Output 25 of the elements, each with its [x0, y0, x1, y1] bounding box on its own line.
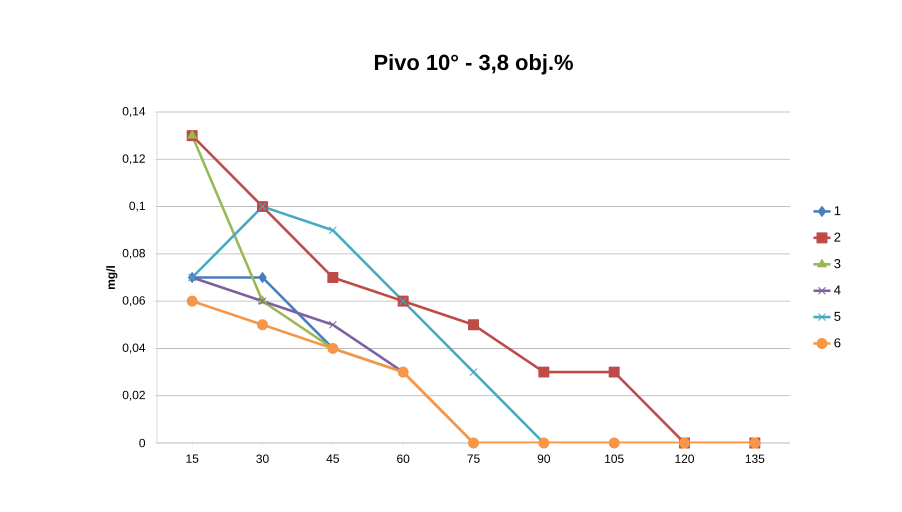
- x-tick-label: 135: [746, 454, 764, 463]
- chart-title: Pivo 10° - 3,8 obj.%: [374, 54, 573, 74]
- x-tick-label: 30: [256, 454, 269, 463]
- y-tick-label: 0,1: [129, 202, 145, 212]
- y-tick-label: 0,04: [122, 343, 146, 354]
- y-tick-label: 0,06: [122, 296, 145, 306]
- y-tick-label: 0,08: [122, 248, 145, 259]
- y-tick-label: 0,12: [122, 154, 145, 164]
- legend-label: 3: [834, 259, 840, 268]
- x-tick-label: 15: [186, 454, 198, 463]
- legend-label: 1: [834, 206, 840, 216]
- x-tick-label: 45: [326, 454, 339, 463]
- legend-label: 5: [834, 312, 840, 321]
- x-tick-label: 105: [605, 454, 624, 463]
- legend-label: 6: [834, 338, 840, 348]
- x-tick-label: 60: [397, 454, 410, 463]
- y-tick-label: 0,02: [122, 390, 145, 401]
- x-tick-label: 75: [467, 454, 480, 463]
- y-axis-title: mg/l: [106, 266, 118, 290]
- y-tick-label: 0,14: [122, 107, 146, 117]
- legend-label: 4: [834, 286, 841, 294]
- x-tick-label: 120: [675, 454, 694, 463]
- y-tick-label: 0: [139, 438, 146, 448]
- legend-label: 2: [834, 232, 840, 242]
- x-tick-label: 90: [538, 454, 550, 463]
